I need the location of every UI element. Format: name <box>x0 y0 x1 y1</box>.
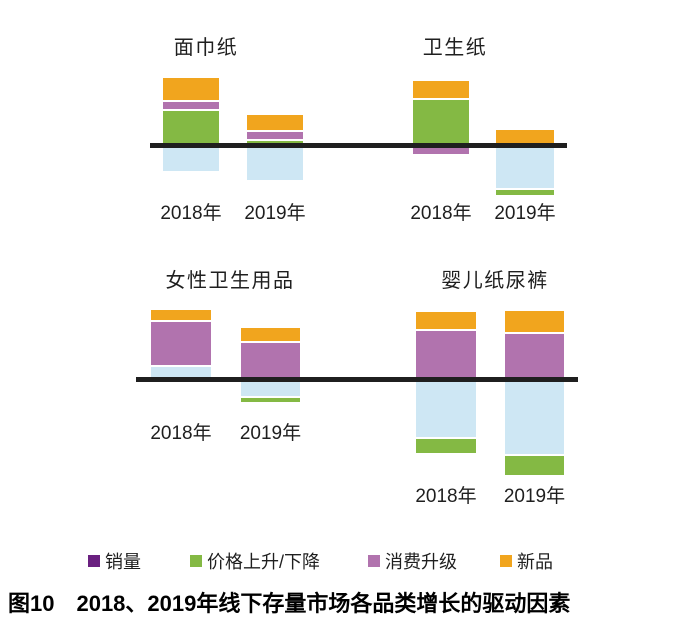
legend-item-new: 新品 <box>500 548 553 574</box>
bar-segment-new <box>151 310 211 320</box>
bar-segment-upgrade <box>151 322 211 365</box>
bar-segment-volume <box>151 367 211 377</box>
year-label: 2018年 <box>410 203 472 224</box>
bar-segment-upgrade <box>416 331 476 377</box>
bar-segment-price <box>416 439 476 453</box>
figure-caption: 图10 2018、2019年线下存量市场各品类增长的驱动因素 <box>8 591 571 616</box>
bar-segment-new <box>505 311 564 332</box>
price-swatch-icon <box>190 555 202 567</box>
bar-segment-new <box>496 130 554 143</box>
legend-item-price: 价格上升/下降 <box>190 548 320 574</box>
bar-segment-price <box>241 398 300 402</box>
year-label: 2019年 <box>503 486 566 507</box>
volume-swatch-icon <box>88 555 100 567</box>
bar-segment-new <box>163 78 219 100</box>
axis-baseline <box>150 143 567 148</box>
bar-segment-new <box>241 328 300 341</box>
bar-segment-upgrade <box>247 132 303 139</box>
bar-segment-upgrade <box>413 148 469 154</box>
bar-segment-upgrade <box>163 102 219 109</box>
bar-segment-price <box>496 190 554 195</box>
chart-title: 婴儿纸尿裤 <box>441 270 549 292</box>
legend-label-price: 价格上升/下降 <box>207 552 321 572</box>
year-label: 2019年 <box>239 423 302 444</box>
bar-segment-price <box>247 141 303 143</box>
bar-segment-upgrade <box>241 343 300 377</box>
year-label: 2018年 <box>415 486 477 507</box>
bar-segment-price <box>163 111 219 143</box>
bar-segment-new <box>247 115 303 130</box>
chart-title: 卫生纸 <box>422 37 488 59</box>
year-label: 2018年 <box>150 423 212 444</box>
chart-title: 女性卫生用品 <box>165 270 295 292</box>
bar-segment-upgrade <box>505 334 564 377</box>
new-swatch-icon <box>500 555 512 567</box>
bar-segment-new <box>416 312 476 329</box>
legend-item-volume: 销量 <box>88 548 141 574</box>
bar-segment-volume <box>163 148 219 171</box>
upgrade-swatch-icon <box>368 555 380 567</box>
year-label: 2018年 <box>160 203 222 224</box>
legend-label-new: 新品 <box>517 552 553 572</box>
axis-baseline <box>136 377 578 382</box>
bar-segment-volume <box>241 382 300 396</box>
bar-segment-volume <box>416 382 476 437</box>
year-label: 2019年 <box>244 203 306 224</box>
year-label: 2019年 <box>494 203 556 224</box>
bar-segment-price <box>505 456 564 475</box>
chart-title: 面巾纸 <box>173 37 239 59</box>
legend-label-volume: 销量 <box>105 552 141 572</box>
bar-segment-volume <box>505 382 564 454</box>
bar-segment-new <box>413 81 469 98</box>
bar-segment-price <box>413 100 469 143</box>
bar-segment-volume <box>496 148 554 188</box>
legend-item-upgrade: 消费升级 <box>368 548 457 574</box>
legend-label-upgrade: 消费升级 <box>385 552 457 572</box>
bar-segment-volume <box>247 148 303 180</box>
